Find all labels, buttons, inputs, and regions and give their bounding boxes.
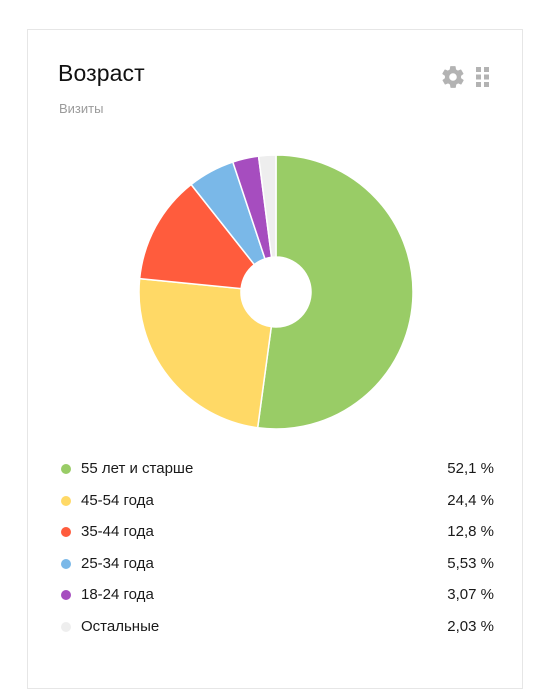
legend-label: Остальные <box>81 617 160 635</box>
legend-color-dot <box>61 527 71 538</box>
legend-item[interactable]: 55 лет и старше 52,1 % <box>58 458 498 490</box>
pie-slice[interactable] <box>138 183 256 290</box>
pie-slice[interactable] <box>138 277 273 429</box>
legend-value: 2,03 % <box>447 617 494 635</box>
chart-legend: 55 лет и старше 52,1 % 45-54 года 24,4 % 35-… <box>58 458 498 648</box>
legend-value: 5,53 % <box>447 554 494 572</box>
widget-subtitle: Визиты <box>59 101 104 116</box>
pie-slice[interactable] <box>256 154 414 430</box>
legend-label: 25-34 года <box>81 554 154 572</box>
legend-color-dot <box>61 495 71 506</box>
legend-color-dot <box>61 464 71 474</box>
legend-label: 55 лет и старше <box>81 460 194 477</box>
legend-color-dot <box>61 621 71 632</box>
pie-slice[interactable] <box>257 154 277 259</box>
legend-item[interactable]: 25-34 года 5,53 % <box>58 553 498 585</box>
gear-icon[interactable] <box>440 64 466 90</box>
legend-label: 35-44 года <box>81 523 154 541</box>
legend-label: 18-24 года <box>81 586 154 604</box>
legend-item[interactable]: 45-54 года 24,4 % <box>58 490 498 522</box>
legend-value: 24,4 % <box>447 491 494 509</box>
legend-item[interactable]: Остальные 2,03 % <box>58 616 498 648</box>
legend-value: 52,1 % <box>447 460 494 477</box>
legend-item[interactable]: 18-24 года 3,07 % <box>58 584 498 616</box>
legend-color-dot <box>61 590 71 601</box>
legend-item[interactable]: 35-44 года 12,8 % <box>58 521 498 553</box>
widget-title: Возраст <box>58 60 145 86</box>
legend-value: 3,07 % <box>447 586 494 604</box>
pie-chart <box>138 154 414 430</box>
drag-handle-icon[interactable] <box>475 66 491 88</box>
legend-color-dot <box>61 558 71 569</box>
age-widget: Возраст Визиты 55 лет и старше 52,1 % 45-5… <box>27 29 523 689</box>
legend-label: 45-54 года <box>81 491 154 509</box>
legend-value: 12,8 % <box>447 523 494 541</box>
